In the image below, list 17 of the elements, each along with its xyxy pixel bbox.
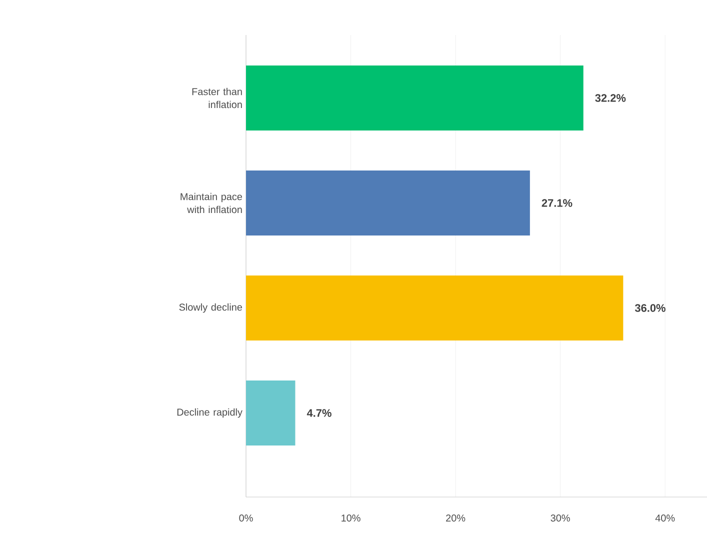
x-tick-label: 40% bbox=[655, 514, 675, 522]
y-tick-label: Maintain pace with inflation bbox=[180, 192, 242, 214]
data-label: 27.1% bbox=[542, 199, 572, 207]
y-tick-label: Faster than inflation bbox=[192, 88, 242, 108]
x-tick-label: 30% bbox=[550, 514, 570, 522]
x-tick-label: 20% bbox=[446, 514, 466, 522]
y-tick-label: Decline rapidly bbox=[177, 408, 242, 418]
y-tick-label: Slowly decline bbox=[179, 303, 242, 313]
x-tick-label: 0% bbox=[239, 514, 253, 522]
data-label: 32.2% bbox=[595, 94, 626, 102]
bar bbox=[246, 275, 624, 341]
data-label: 36.0% bbox=[634, 304, 666, 312]
x-tick-label: 10% bbox=[342, 514, 360, 522]
bar bbox=[246, 170, 530, 236]
bar bbox=[246, 380, 296, 446]
data-label: 4.7% bbox=[306, 409, 332, 417]
bar bbox=[246, 65, 584, 131]
